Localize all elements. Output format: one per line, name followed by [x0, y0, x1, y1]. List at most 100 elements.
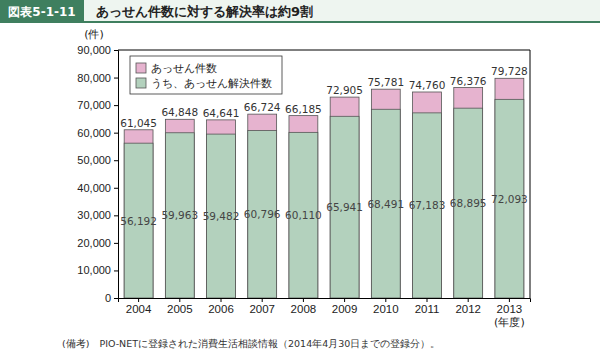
data-label: 64,641	[203, 107, 240, 119]
data-label: 68,895	[450, 197, 487, 209]
tick: 40,000	[77, 182, 118, 194]
tick-label: 80,000	[77, 72, 111, 84]
tick: 60,000	[77, 127, 118, 139]
tick-label: 2011	[415, 303, 440, 315]
header-band	[0, 0, 600, 22]
tick: 20,000	[77, 237, 118, 249]
tick-mark	[114, 298, 118, 299]
tick: 2010	[373, 298, 399, 315]
x-axis-title: (年度)	[494, 316, 525, 329]
tick-mark	[114, 215, 118, 216]
tick-mark	[221, 298, 222, 302]
tick-mark	[509, 298, 510, 302]
tick-label: 40,000	[77, 182, 111, 194]
data-label: 64,848	[161, 106, 198, 118]
tick: 10,000	[77, 264, 118, 276]
tick: 2004	[126, 298, 152, 315]
tick-mark	[114, 78, 118, 79]
tick-mark	[385, 298, 386, 302]
data-label: 60,796	[244, 208, 281, 220]
legend-label: うち、あっせん解決件数	[151, 77, 272, 90]
data-label: 67,183	[409, 199, 446, 211]
tick: 90,000	[77, 44, 118, 56]
data-labels: 61,04564,84864,64166,72466,18572,90575,7…	[120, 65, 528, 226]
tick: 30,000	[77, 209, 118, 221]
tick-label: 2004	[126, 303, 152, 315]
tick: 70,000	[77, 99, 118, 111]
tick-mark	[262, 298, 263, 302]
tick: 2009	[332, 298, 358, 315]
tick: 0	[105, 292, 118, 304]
data-label: 72,093	[491, 193, 528, 205]
tick: 2012	[455, 298, 481, 315]
tick-label: 2005	[167, 303, 193, 315]
tick-label: 2013	[497, 303, 523, 315]
data-label: 75,781	[367, 76, 404, 88]
bar	[289, 116, 318, 298]
tick-mark	[468, 298, 469, 302]
bar	[248, 114, 277, 298]
tick-mark	[114, 188, 118, 189]
tick-mark	[427, 298, 428, 302]
legend-swatch	[136, 63, 146, 73]
data-label: 66,185	[285, 103, 322, 115]
tick-mark	[114, 270, 118, 271]
bar	[330, 97, 359, 298]
tick-label: 2010	[373, 303, 399, 315]
tick: 2007	[249, 298, 275, 315]
tick-label: 2009	[332, 303, 358, 315]
header-rule	[0, 21, 600, 23]
data-label: 56,192	[120, 215, 157, 227]
legend-box	[130, 56, 282, 94]
tick-mark	[138, 298, 139, 302]
tick: 2013	[497, 298, 523, 315]
tick-label: 2007	[249, 303, 275, 315]
data-label: 65,941	[326, 201, 363, 213]
x-axis: 2004 2005 2006 2007 2008 2009 2010 2011 2012 2013	[119, 298, 531, 315]
data-label: 79,728	[491, 65, 528, 77]
tick: 2006	[208, 298, 234, 315]
legend-swatch	[136, 78, 146, 88]
frame	[530, 50, 531, 298]
legend: あっせん件数うち、あっせん解決件数	[130, 56, 282, 94]
tick-label: 2006	[208, 303, 234, 315]
tick-label: 70,000	[77, 99, 111, 111]
chart: 図表5-1-11 あっせん件数に対する解決率は約9割 61,045 64,848 64,…	[0, 0, 600, 359]
title: あっせん件数に対する解決率は約9割	[96, 4, 313, 19]
tick-label: 0	[105, 292, 111, 304]
tick-label: 60,000	[77, 127, 111, 139]
data-label: 60,110	[285, 209, 322, 221]
bar	[207, 120, 236, 298]
note: (備考) PIO-NETに登録された消費生活相談情報（2014年4月30日までの…	[62, 338, 440, 349]
tick-mark	[303, 298, 304, 302]
tick-label: 50,000	[77, 154, 111, 166]
figure-id: 図表5-1-11	[8, 5, 75, 19]
tick: 50,000	[77, 154, 118, 166]
data-label: 59,482	[203, 210, 240, 222]
plot-area	[124, 78, 524, 298]
tick-label: 90,000	[77, 44, 111, 56]
data-label: 74,760	[409, 79, 446, 91]
tick-label: 2012	[455, 303, 481, 315]
data-label: 61,045	[120, 117, 157, 129]
tick-mark	[114, 50, 118, 51]
data-label: 59,963	[161, 209, 198, 221]
tick-mark	[114, 105, 118, 106]
bar	[413, 92, 442, 298]
tick: 2005	[167, 298, 193, 315]
tick: 2011	[415, 298, 440, 315]
bar	[495, 78, 524, 298]
tick-label: 2008	[291, 303, 317, 315]
tick: 80,000	[77, 72, 118, 84]
tick-label: 30,000	[77, 209, 111, 221]
y-axis-title: (件)	[84, 28, 104, 41]
tick-mark	[179, 298, 180, 302]
tick-mark	[114, 160, 118, 161]
data-label: 68,491	[367, 198, 404, 210]
tick-mark	[114, 133, 118, 134]
bar	[454, 88, 483, 298]
tick-label: 20,000	[77, 237, 111, 249]
tick-mark	[114, 243, 118, 244]
data-label: 76,376	[450, 75, 487, 87]
frame	[118, 50, 530, 51]
